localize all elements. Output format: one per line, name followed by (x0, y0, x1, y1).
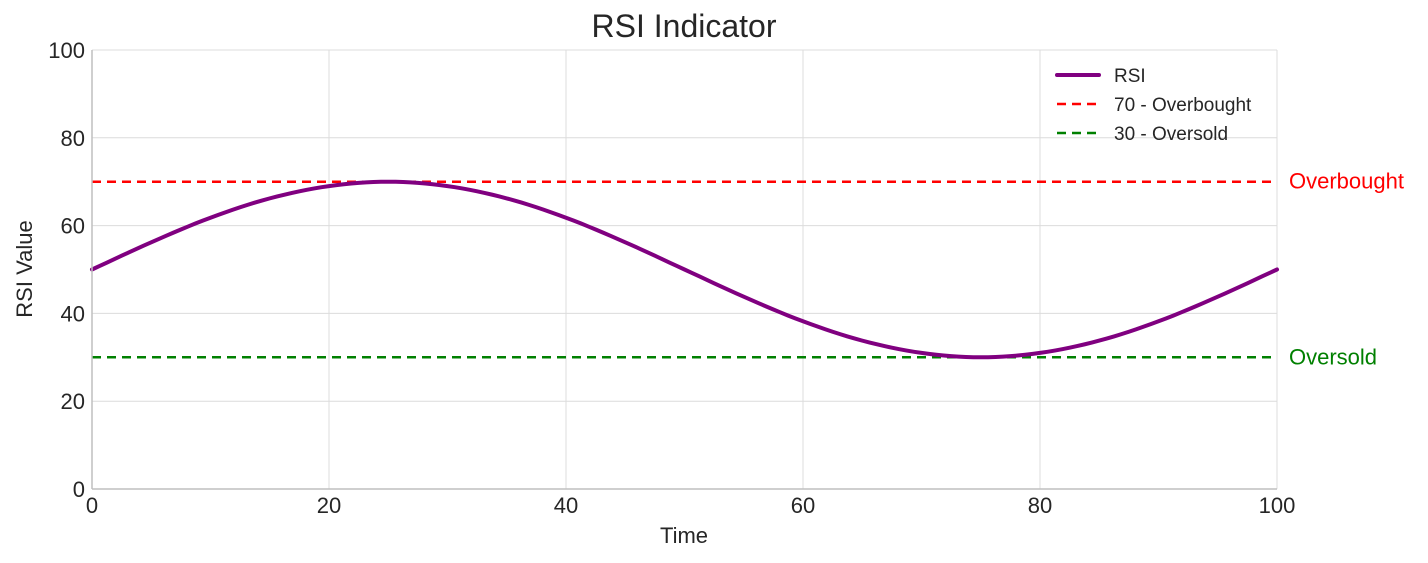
legend-item: 70 - Overbought (1057, 95, 1252, 116)
y-axis-label: RSI Value (12, 220, 37, 317)
y-tick-label: 0 (73, 477, 85, 502)
x-tick-label: 80 (1028, 493, 1052, 518)
x-tick-label: 100 (1259, 493, 1296, 518)
x-axis-label: Time (660, 523, 708, 548)
x-tick-label: 0 (86, 493, 98, 518)
legend-item: 30 - Oversold (1057, 124, 1228, 145)
chart-title: RSI Indicator (592, 8, 777, 44)
x-tick-label: 40 (554, 493, 578, 518)
y-tick-label: 40 (61, 301, 85, 326)
reference-side-label: Overbought (1289, 169, 1404, 194)
series-layer (90, 179, 1279, 360)
y-tick-label: 100 (48, 38, 85, 63)
y-tick-label: 80 (61, 126, 85, 151)
rsi-series-line (90, 179, 1279, 360)
y-tick-label: 60 (61, 214, 85, 239)
reference-lines (92, 180, 1277, 359)
legend-label: 70 - Overbought (1114, 95, 1252, 116)
reference-side-label: Oversold (1289, 344, 1377, 369)
y-tick-label: 20 (61, 389, 85, 414)
tick-labels: 0 20 40 60 80 100 0 20 40 60 80 100 (48, 38, 1295, 518)
legend-item: RSI (1055, 66, 1146, 87)
legend-label: RSI (1114, 66, 1146, 87)
side-labels: Overbought Oversold (1289, 169, 1404, 370)
legend: RSI 70 - Overbought 30 - Oversold (1055, 66, 1252, 145)
axes (91, 50, 1277, 490)
x-tick-label: 20 (317, 493, 341, 518)
x-tick-label: 60 (791, 493, 815, 518)
legend-label: 30 - Oversold (1114, 124, 1228, 145)
